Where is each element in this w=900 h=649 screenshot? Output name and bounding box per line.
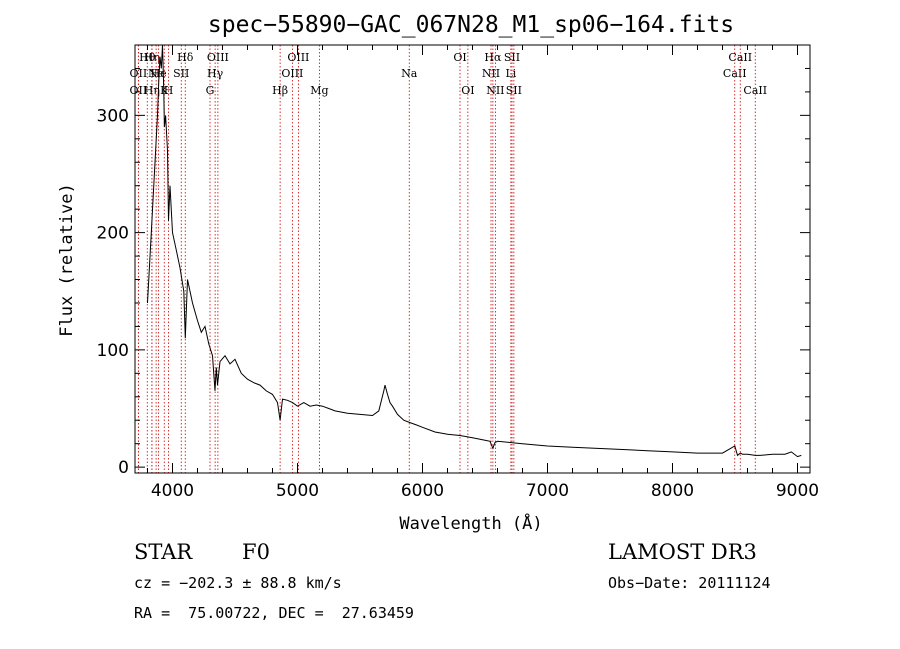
line-label: NII bbox=[482, 67, 500, 80]
radec-text: RA = 75.00722, DEC = 27.63459 bbox=[134, 604, 414, 622]
line-label: K bbox=[160, 84, 169, 97]
line-label: Hδ bbox=[177, 51, 194, 64]
y-tick-label: 200 bbox=[97, 224, 129, 244]
line-label: Hβ bbox=[272, 84, 288, 97]
line-label: CaII bbox=[728, 51, 752, 64]
line-label: OI bbox=[461, 84, 474, 97]
line-label: OI bbox=[453, 51, 466, 64]
object-class: STAR bbox=[134, 540, 193, 564]
y-axis-label: Flux (relative) bbox=[57, 183, 77, 337]
obs-date-text: Obs−Date: 20111124 bbox=[608, 574, 771, 592]
spectrum-line bbox=[147, 44, 802, 458]
x-tick-label: 6000 bbox=[401, 481, 444, 501]
line-label: Li bbox=[505, 67, 516, 80]
redshift-text: cz = −202.3 ± 88.8 km/s bbox=[134, 574, 342, 592]
line-label: OII bbox=[130, 84, 148, 97]
line-label: OIII bbox=[281, 67, 303, 80]
x-tick-label: 7000 bbox=[526, 481, 569, 501]
line-label: Hα bbox=[484, 51, 502, 64]
x-tick-label: 9000 bbox=[776, 481, 819, 501]
x-tick-label: 4000 bbox=[151, 481, 194, 501]
ticks-layer: 4000 5000 6000 7000 8000 9000 0 100 200 300 bbox=[97, 45, 819, 501]
series-layer bbox=[147, 44, 802, 458]
line-label: CaII bbox=[723, 67, 747, 80]
x-tick-label: 5000 bbox=[276, 481, 319, 501]
line-label: Hη bbox=[144, 84, 160, 97]
line-label: Hη bbox=[144, 51, 160, 64]
x-axis-label: Wavelength (Å) bbox=[399, 512, 542, 534]
line-label: Hγ bbox=[207, 67, 224, 80]
line-label: SII bbox=[506, 84, 522, 97]
emission-lines-layer: OIIOIIHθHηHηNeHeKHSIIHδGHγOIIIHβOIIIOIII… bbox=[130, 45, 767, 473]
chart-title: spec−55890−GAC_067N28_M1_sp06−164.fits bbox=[208, 12, 734, 38]
line-label: He bbox=[151, 67, 167, 80]
line-label: H bbox=[164, 84, 174, 97]
line-label: G bbox=[206, 84, 215, 97]
line-label: Hθ bbox=[139, 51, 156, 64]
line-label: CaII bbox=[743, 84, 767, 97]
line-label: Na bbox=[401, 67, 418, 80]
line-label: Mg bbox=[310, 84, 328, 97]
survey-name: LAMOST DR3 bbox=[608, 540, 757, 564]
line-label: SII bbox=[173, 67, 189, 80]
x-tick-label: 8000 bbox=[651, 481, 694, 501]
plot-frame bbox=[134, 44, 811, 474]
line-label: OIII bbox=[287, 51, 309, 64]
line-label: Ne bbox=[148, 67, 164, 80]
line-label: NII bbox=[486, 84, 504, 97]
line-label: OIII bbox=[207, 51, 229, 64]
y-tick-label: 100 bbox=[97, 341, 129, 361]
line-label: SII bbox=[504, 51, 520, 64]
y-tick-label: 300 bbox=[97, 106, 129, 126]
y-tick-label: 0 bbox=[118, 458, 129, 478]
object-subclass: F0 bbox=[242, 540, 270, 564]
